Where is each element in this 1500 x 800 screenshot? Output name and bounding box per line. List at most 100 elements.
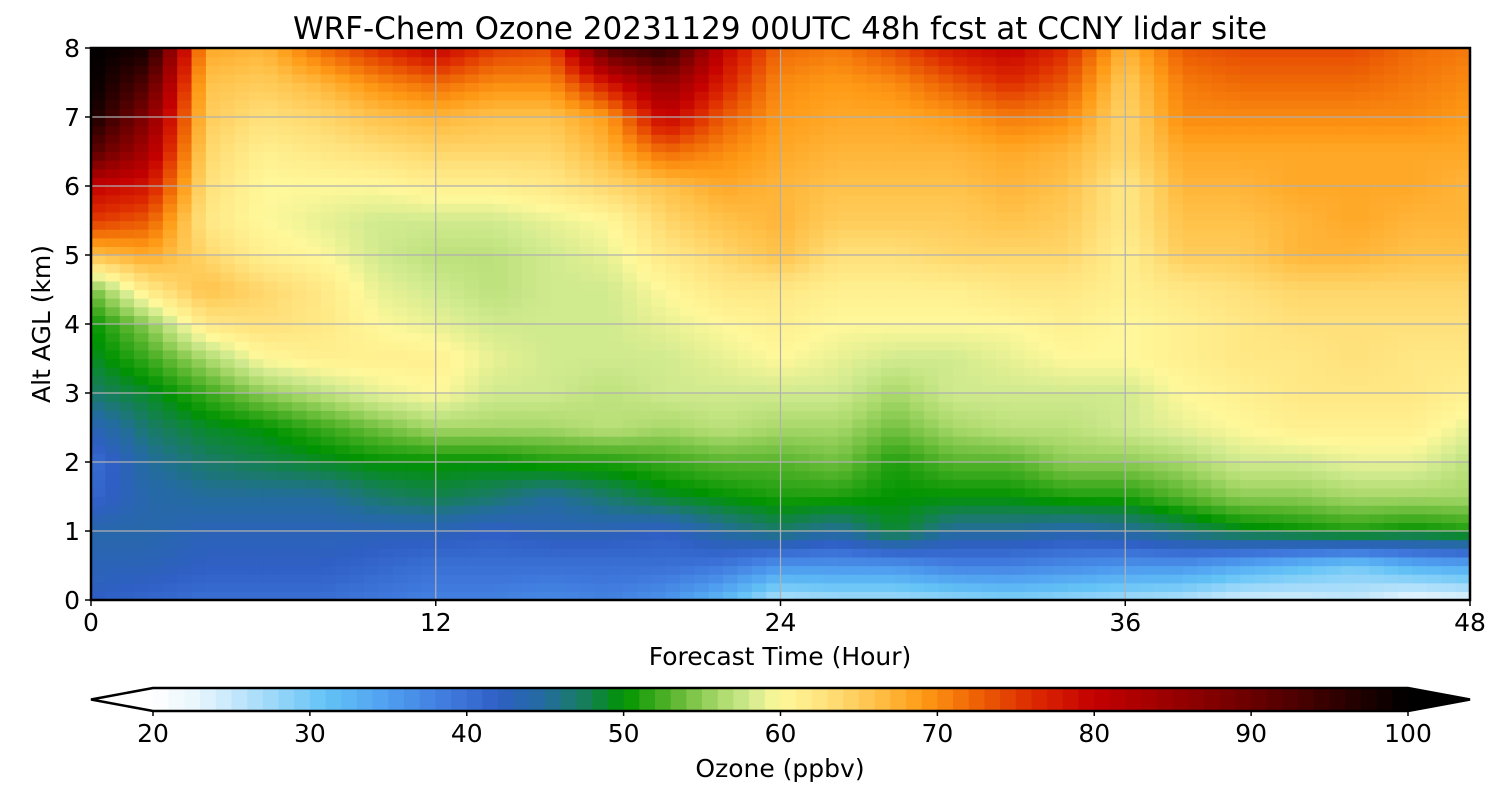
heatmap-cell xyxy=(1024,289,1040,299)
heatmap-cell xyxy=(1283,505,1299,515)
heatmap-cell xyxy=(177,177,193,187)
heatmap-cell xyxy=(1096,272,1112,282)
heatmap-cell xyxy=(694,548,710,558)
heatmap-cell xyxy=(1153,194,1169,204)
heatmap-cell xyxy=(708,393,724,403)
heatmap-cell xyxy=(809,211,825,222)
heatmap-cell xyxy=(1455,418,1471,429)
heatmap-cell xyxy=(1398,375,1414,385)
heatmap-cell xyxy=(1225,194,1241,204)
heatmap-cell xyxy=(263,151,279,161)
heatmap-cell xyxy=(866,582,882,592)
heatmap-cell xyxy=(134,203,150,213)
heatmap-cell xyxy=(119,505,135,515)
heatmap-cell xyxy=(1240,582,1256,592)
heatmap-cell xyxy=(1139,211,1155,222)
heatmap-cell xyxy=(1441,487,1457,498)
heatmap-cell xyxy=(608,272,624,282)
heatmap-cell xyxy=(1369,349,1385,360)
heatmap-cell xyxy=(1197,194,1213,204)
heatmap-cell xyxy=(1268,574,1284,584)
heatmap-cell xyxy=(837,487,853,498)
heatmap-cell xyxy=(134,194,150,204)
heatmap-cell xyxy=(579,194,595,204)
heatmap-cell xyxy=(1355,358,1371,368)
heatmap-cell xyxy=(708,306,724,316)
heatmap-cell xyxy=(249,341,264,351)
heatmap-cell xyxy=(1326,582,1342,592)
heatmap-cell xyxy=(723,393,738,403)
heatmap-cell xyxy=(1039,186,1055,196)
heatmap-cell xyxy=(349,237,365,247)
heatmap-cell xyxy=(1067,393,1083,403)
heatmap-cell xyxy=(995,591,1011,601)
heatmap-cell xyxy=(1355,548,1371,558)
heatmap-cell xyxy=(737,548,753,558)
heatmap-cell xyxy=(349,306,365,316)
heatmap-cell xyxy=(536,479,552,489)
heatmap-cell xyxy=(708,237,724,247)
heatmap-cell xyxy=(1039,194,1055,204)
heatmap-cell xyxy=(249,160,264,170)
heatmap-cell xyxy=(292,565,308,575)
heatmap-cell xyxy=(450,315,466,325)
heatmap-cell xyxy=(924,470,940,480)
heatmap-cell xyxy=(651,582,667,592)
heatmap-cell xyxy=(622,505,638,515)
heatmap-cell xyxy=(1383,505,1399,515)
heatmap-cell xyxy=(1197,306,1213,316)
heatmap-cell xyxy=(335,513,351,523)
heatmap-cell xyxy=(407,211,422,222)
heatmap-cell xyxy=(1340,211,1356,222)
heatmap-cell xyxy=(1369,177,1385,187)
heatmap-cell xyxy=(378,280,394,291)
heatmap-cell xyxy=(1426,177,1442,187)
heatmap-cell xyxy=(464,168,480,178)
heatmap-cell xyxy=(1441,496,1457,506)
heatmap-cell xyxy=(493,272,509,282)
heatmap-cell xyxy=(1240,479,1256,489)
heatmap-cell xyxy=(1153,298,1169,308)
heatmap-cell xyxy=(852,375,868,385)
heatmap-cell xyxy=(895,358,911,368)
heatmap-cell xyxy=(421,462,437,472)
heatmap-cell xyxy=(909,539,925,549)
heatmap-cell xyxy=(521,375,537,385)
heatmap-cell xyxy=(651,548,667,558)
heatmap-cell xyxy=(1039,246,1055,256)
heatmap-cell xyxy=(1110,349,1126,360)
heatmap-cell xyxy=(938,246,954,256)
heatmap-cell xyxy=(665,531,681,541)
heatmap-cell xyxy=(938,548,954,558)
heatmap-cell xyxy=(134,263,150,273)
heatmap-cell xyxy=(665,418,681,429)
heatmap-cell xyxy=(1225,160,1241,170)
heatmap-cell xyxy=(981,315,997,325)
heatmap-cell xyxy=(105,582,121,592)
heatmap-cell xyxy=(881,384,897,394)
heatmap-cell xyxy=(608,194,624,204)
heatmap-cell xyxy=(1455,246,1471,256)
heatmap-cell xyxy=(91,565,106,575)
heatmap-cell xyxy=(1096,168,1112,178)
heatmap-cell xyxy=(608,237,624,247)
heatmap-cell xyxy=(952,194,968,204)
heatmap-cell xyxy=(751,582,767,592)
heatmap-cell xyxy=(1455,505,1471,515)
heatmap-cell xyxy=(636,496,652,506)
heatmap-cell xyxy=(837,410,853,420)
heatmap-cell xyxy=(665,470,681,480)
heatmap-cell xyxy=(191,522,207,532)
heatmap-cell xyxy=(320,531,336,541)
heatmap-cell xyxy=(263,556,279,567)
heatmap-cell xyxy=(1110,186,1126,196)
heatmap-cell xyxy=(981,177,997,187)
heatmap-cell xyxy=(837,427,853,437)
heatmap-cell xyxy=(421,496,437,506)
heatmap-cell xyxy=(852,444,868,454)
heatmap-cell xyxy=(579,367,595,377)
heatmap-cell xyxy=(780,367,796,377)
heatmap-cell xyxy=(234,539,250,549)
heatmap-cell xyxy=(694,582,710,592)
heatmap-cell xyxy=(1125,410,1141,420)
